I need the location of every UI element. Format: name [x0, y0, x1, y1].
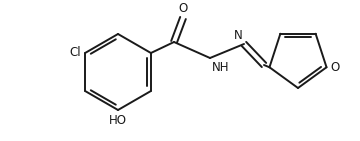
- Text: HO: HO: [109, 114, 127, 127]
- Text: O: O: [178, 2, 188, 15]
- Text: O: O: [330, 61, 340, 74]
- Text: NH: NH: [212, 61, 230, 74]
- Text: N: N: [234, 29, 243, 42]
- Text: Cl: Cl: [69, 47, 81, 60]
